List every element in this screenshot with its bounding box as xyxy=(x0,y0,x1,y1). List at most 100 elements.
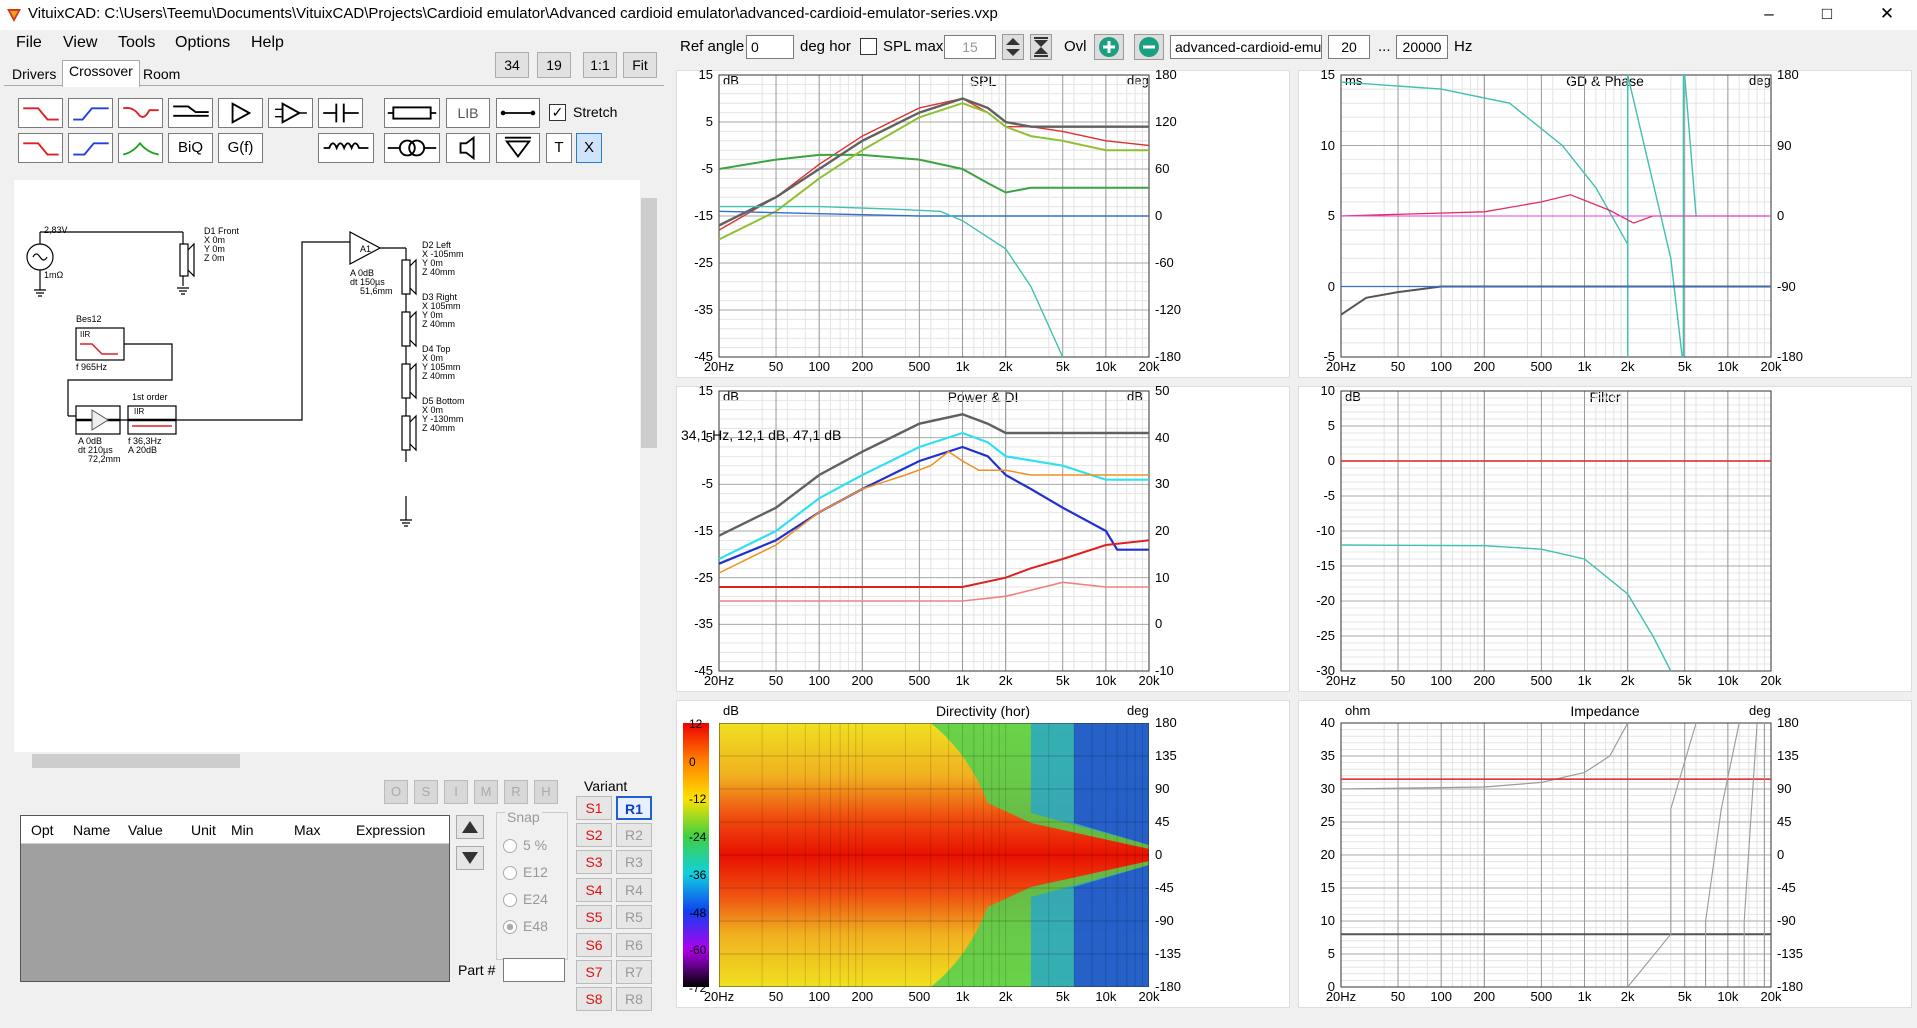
remove-overlay-icon[interactable] xyxy=(1134,34,1164,60)
tab-room[interactable]: Room xyxy=(143,66,181,82)
stretch-checkbox[interactable]: ✓ xyxy=(549,104,566,121)
variant-s8[interactable]: S8 xyxy=(576,987,612,1011)
power-di-chart-panel[interactable]: Power & DI dB dB 15 5 -5 -15 -25 -35 -45 50 40 30 20 1… xyxy=(676,383,1290,692)
inductor-tool[interactable] xyxy=(318,133,374,163)
variant-r2[interactable]: R2 xyxy=(616,823,652,847)
tab-crossover[interactable]: Crossover xyxy=(62,60,140,87)
menu-options[interactable]: Options xyxy=(175,34,231,51)
col-unit[interactable]: Unit xyxy=(191,822,216,838)
resistor-tool[interactable] xyxy=(384,98,440,128)
move-up-button[interactable] xyxy=(456,815,484,839)
tab-drivers[interactable]: Drivers xyxy=(12,66,57,82)
opamp-tool[interactable] xyxy=(268,98,313,128)
variant-s6[interactable]: S6 xyxy=(576,933,612,957)
snap-e24-radio[interactable]: E24 xyxy=(503,891,548,908)
gf-button[interactable]: G(f) xyxy=(218,133,263,163)
variant-s3[interactable]: S3 xyxy=(576,850,612,874)
overlay-file-input[interactable]: advanced-cardioid-emul xyxy=(1170,35,1322,59)
chart-plot-area[interactable] xyxy=(718,74,1150,358)
variant-r1[interactable]: R1 xyxy=(616,796,652,820)
col-min[interactable]: Min xyxy=(231,822,254,838)
buffer-tool[interactable] xyxy=(218,98,263,128)
variant-s7[interactable]: S7 xyxy=(576,960,612,984)
col-expression[interactable]: Expression xyxy=(356,822,426,838)
vscroll-thumb[interactable] xyxy=(641,198,657,448)
freq-low-input[interactable]: 20 xyxy=(1328,35,1370,59)
variant-r4[interactable]: R4 xyxy=(616,878,652,902)
close-icon[interactable]: ✕ xyxy=(1879,4,1895,23)
impedance-chart-panel[interactable]: Impedance ohm deg 40 35 30 25 20 15 10 5 0 180 135 90 4… xyxy=(1298,700,1912,1008)
schematic-canvas[interactable]: 2,83V 1mΩ D1 Front X 0m Y 0m Z 0m Bes12 … xyxy=(14,180,642,752)
snap-e48-radio[interactable]: E48 xyxy=(503,918,548,935)
menu-view[interactable]: View xyxy=(63,34,98,51)
move-down-button[interactable] xyxy=(456,846,484,870)
opt-o-button[interactable]: O xyxy=(384,780,408,804)
lowpass-red-tool[interactable] xyxy=(18,98,63,128)
spl-max-input[interactable]: 15 xyxy=(944,35,996,59)
schematic-hscroll[interactable] xyxy=(14,752,642,770)
spl-spinner[interactable] xyxy=(1002,34,1024,60)
directivity-chart-panel[interactable]: Directivity (hor) dB deg 12 0 -12 -24 -36 -48 -60… xyxy=(676,700,1290,1008)
directivity-heatmap[interactable] xyxy=(719,723,1149,987)
optimizer-table[interactable]: Opt Name Value Unit Min Max Expression xyxy=(20,815,450,982)
variant-r6[interactable]: R6 xyxy=(616,933,652,957)
zoom-1to1-button[interactable]: 1:1 xyxy=(583,52,617,78)
menu-help[interactable]: Help xyxy=(251,34,284,51)
hscroll-thumb[interactable] xyxy=(32,754,240,768)
opt-i-button[interactable]: I xyxy=(444,780,468,804)
chart-plot-area[interactable] xyxy=(1340,722,1772,988)
variant-s4[interactable]: S4 xyxy=(576,878,612,902)
variant-s2[interactable]: S2 xyxy=(576,823,612,847)
bandpass-green-tool[interactable] xyxy=(118,133,163,163)
chart-plot-area[interactable] xyxy=(1340,74,1772,358)
lowpass2-red-tool[interactable] xyxy=(18,133,63,163)
chart-plot-area[interactable] xyxy=(718,390,1150,672)
wire-tool[interactable] xyxy=(496,98,540,128)
col-opt[interactable]: Opt xyxy=(31,822,54,838)
variant-r7[interactable]: R7 xyxy=(616,960,652,984)
opt-m-button[interactable]: M xyxy=(474,780,498,804)
chart-plot-area[interactable] xyxy=(1340,390,1772,672)
highpass-blue-tool[interactable] xyxy=(68,98,113,128)
snap-e12-radio[interactable]: E12 xyxy=(503,864,548,881)
freq-high-input[interactable]: 20000 xyxy=(1396,35,1448,59)
spl-reset-icon[interactable] xyxy=(1030,34,1052,60)
fit-button[interactable]: Fit xyxy=(623,52,657,78)
capacitor-tool[interactable] xyxy=(318,98,363,128)
part-number-input[interactable] xyxy=(503,958,565,982)
minimize-icon[interactable]: – xyxy=(1764,4,1774,23)
menu-tools[interactable]: Tools xyxy=(118,34,156,51)
maximize-icon[interactable]: □ xyxy=(1821,4,1833,23)
opt-r-button[interactable]: R xyxy=(504,780,528,804)
spl-chart-panel[interactable]: SPL dB deg 15 5 -5 -15 -25 -35 -45 180 120 60 0 -60 -12… xyxy=(676,67,1290,378)
variant-r3[interactable]: R3 xyxy=(616,850,652,874)
biquad-button[interactable]: BiQ xyxy=(168,133,213,163)
x-button[interactable]: X xyxy=(576,133,602,163)
gd-phase-chart-panel[interactable]: GD & Phase ms deg 15 10 5 0 -5 180 90 0 -90 -180 20Hz… xyxy=(1298,67,1912,378)
filter-chart-panel[interactable]: Filter dB 10 5 0 -5 -10 -15 -20 -25 -30 20Hz 50 100 20… xyxy=(1298,383,1912,692)
menu-file[interactable]: File xyxy=(16,34,42,51)
variant-s1[interactable]: S1 xyxy=(576,796,612,820)
ref-angle-input[interactable]: 0 xyxy=(746,35,794,59)
variant-s5[interactable]: S5 xyxy=(576,905,612,929)
notch-red-tool[interactable] xyxy=(118,98,163,128)
zoom-34-button[interactable]: 34 xyxy=(495,52,529,78)
ground-tool[interactable] xyxy=(496,133,540,163)
variant-r5[interactable]: R5 xyxy=(616,905,652,929)
col-name[interactable]: Name xyxy=(73,822,111,838)
transformer-tool[interactable] xyxy=(384,133,440,163)
highpass2-blue-tool[interactable] xyxy=(68,133,113,163)
add-overlay-icon[interactable] xyxy=(1094,34,1124,60)
zoom-19-button[interactable]: 19 xyxy=(537,52,571,78)
col-max[interactable]: Max xyxy=(294,822,321,838)
spl-max-checkbox[interactable] xyxy=(860,38,877,55)
lib-button[interactable]: LIB xyxy=(446,98,490,128)
snap-5pct-radio[interactable]: 5 % xyxy=(503,837,547,854)
speaker-tool[interactable] xyxy=(446,133,490,163)
col-value[interactable]: Value xyxy=(128,822,163,838)
schematic-vscroll[interactable] xyxy=(640,180,658,752)
opt-s-button[interactable]: S xyxy=(414,780,438,804)
variant-r8[interactable]: R8 xyxy=(616,987,652,1011)
opt-h-button[interactable]: H xyxy=(534,780,558,804)
shelf-tool[interactable] xyxy=(168,98,213,128)
